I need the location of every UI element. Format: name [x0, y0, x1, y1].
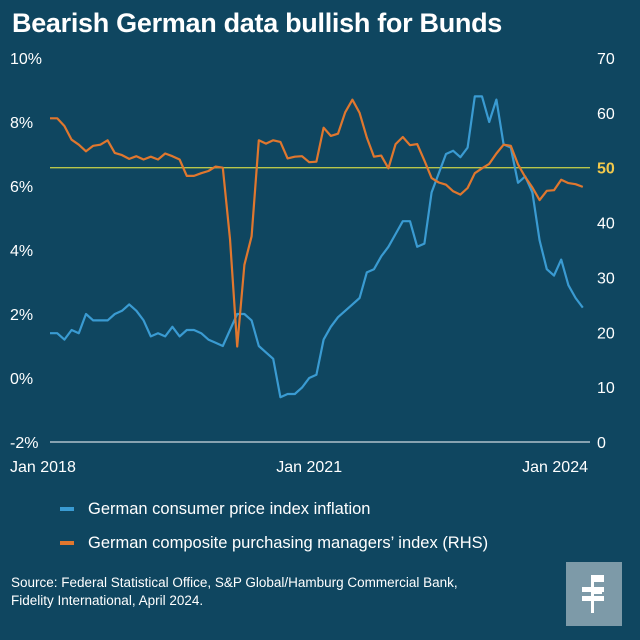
y-left-tick-label: 0% — [10, 371, 33, 388]
y-left-tick-label: 4% — [10, 243, 33, 260]
source-line-2: Fidelity International, April 2024. — [11, 593, 204, 608]
fidelity-logo — [566, 562, 622, 626]
x-tick-label: Jan 2024 — [522, 459, 588, 476]
cpi-swatch — [60, 507, 74, 511]
legend-label-pmi: German composite purchasing managers’ in… — [88, 533, 489, 552]
y-right-tick-label: 0 — [597, 435, 606, 452]
chart-title: Bearish German data bullish for Bunds — [12, 8, 502, 38]
y-right-tick-label: 60 — [597, 106, 615, 123]
y-left-tick-label: 2% — [10, 307, 33, 324]
y-left-tick-label: 10% — [10, 51, 42, 68]
x-tick-label: Jan 2021 — [276, 459, 342, 476]
pmi-swatch — [60, 541, 74, 545]
y-left-tick-label: 6% — [10, 179, 33, 196]
y-right-tick-label: 40 — [597, 216, 615, 233]
y-right-tick-label: 70 — [597, 51, 615, 68]
legend-item-cpi: German consumer price index inflation — [60, 492, 488, 526]
x-tick-label: Jan 2018 — [10, 459, 76, 476]
y-left-tick-label: 8% — [10, 115, 33, 132]
y-right-tick-label: 30 — [597, 270, 615, 287]
y-left-tick-label: -2% — [10, 435, 38, 452]
legend-item-pmi: German composite purchasing managers’ in… — [60, 526, 488, 560]
y-right-tick-label: 20 — [597, 325, 615, 342]
pmi-series-line — [50, 98, 584, 348]
legend: German consumer price index inflation Ge… — [60, 492, 488, 560]
source-note: Source: Federal Statistical Office, S&P … — [11, 574, 551, 610]
source-line-1: Source: Federal Statistical Office, S&P … — [11, 575, 458, 590]
fidelity-f-icon — [582, 575, 604, 613]
legend-label-cpi: German consumer price index inflation — [88, 499, 371, 518]
y-right-tick-label-highlight: 50 — [597, 161, 615, 178]
cpi-series-line — [50, 95, 584, 399]
y-right-tick-label: 10 — [597, 380, 615, 397]
